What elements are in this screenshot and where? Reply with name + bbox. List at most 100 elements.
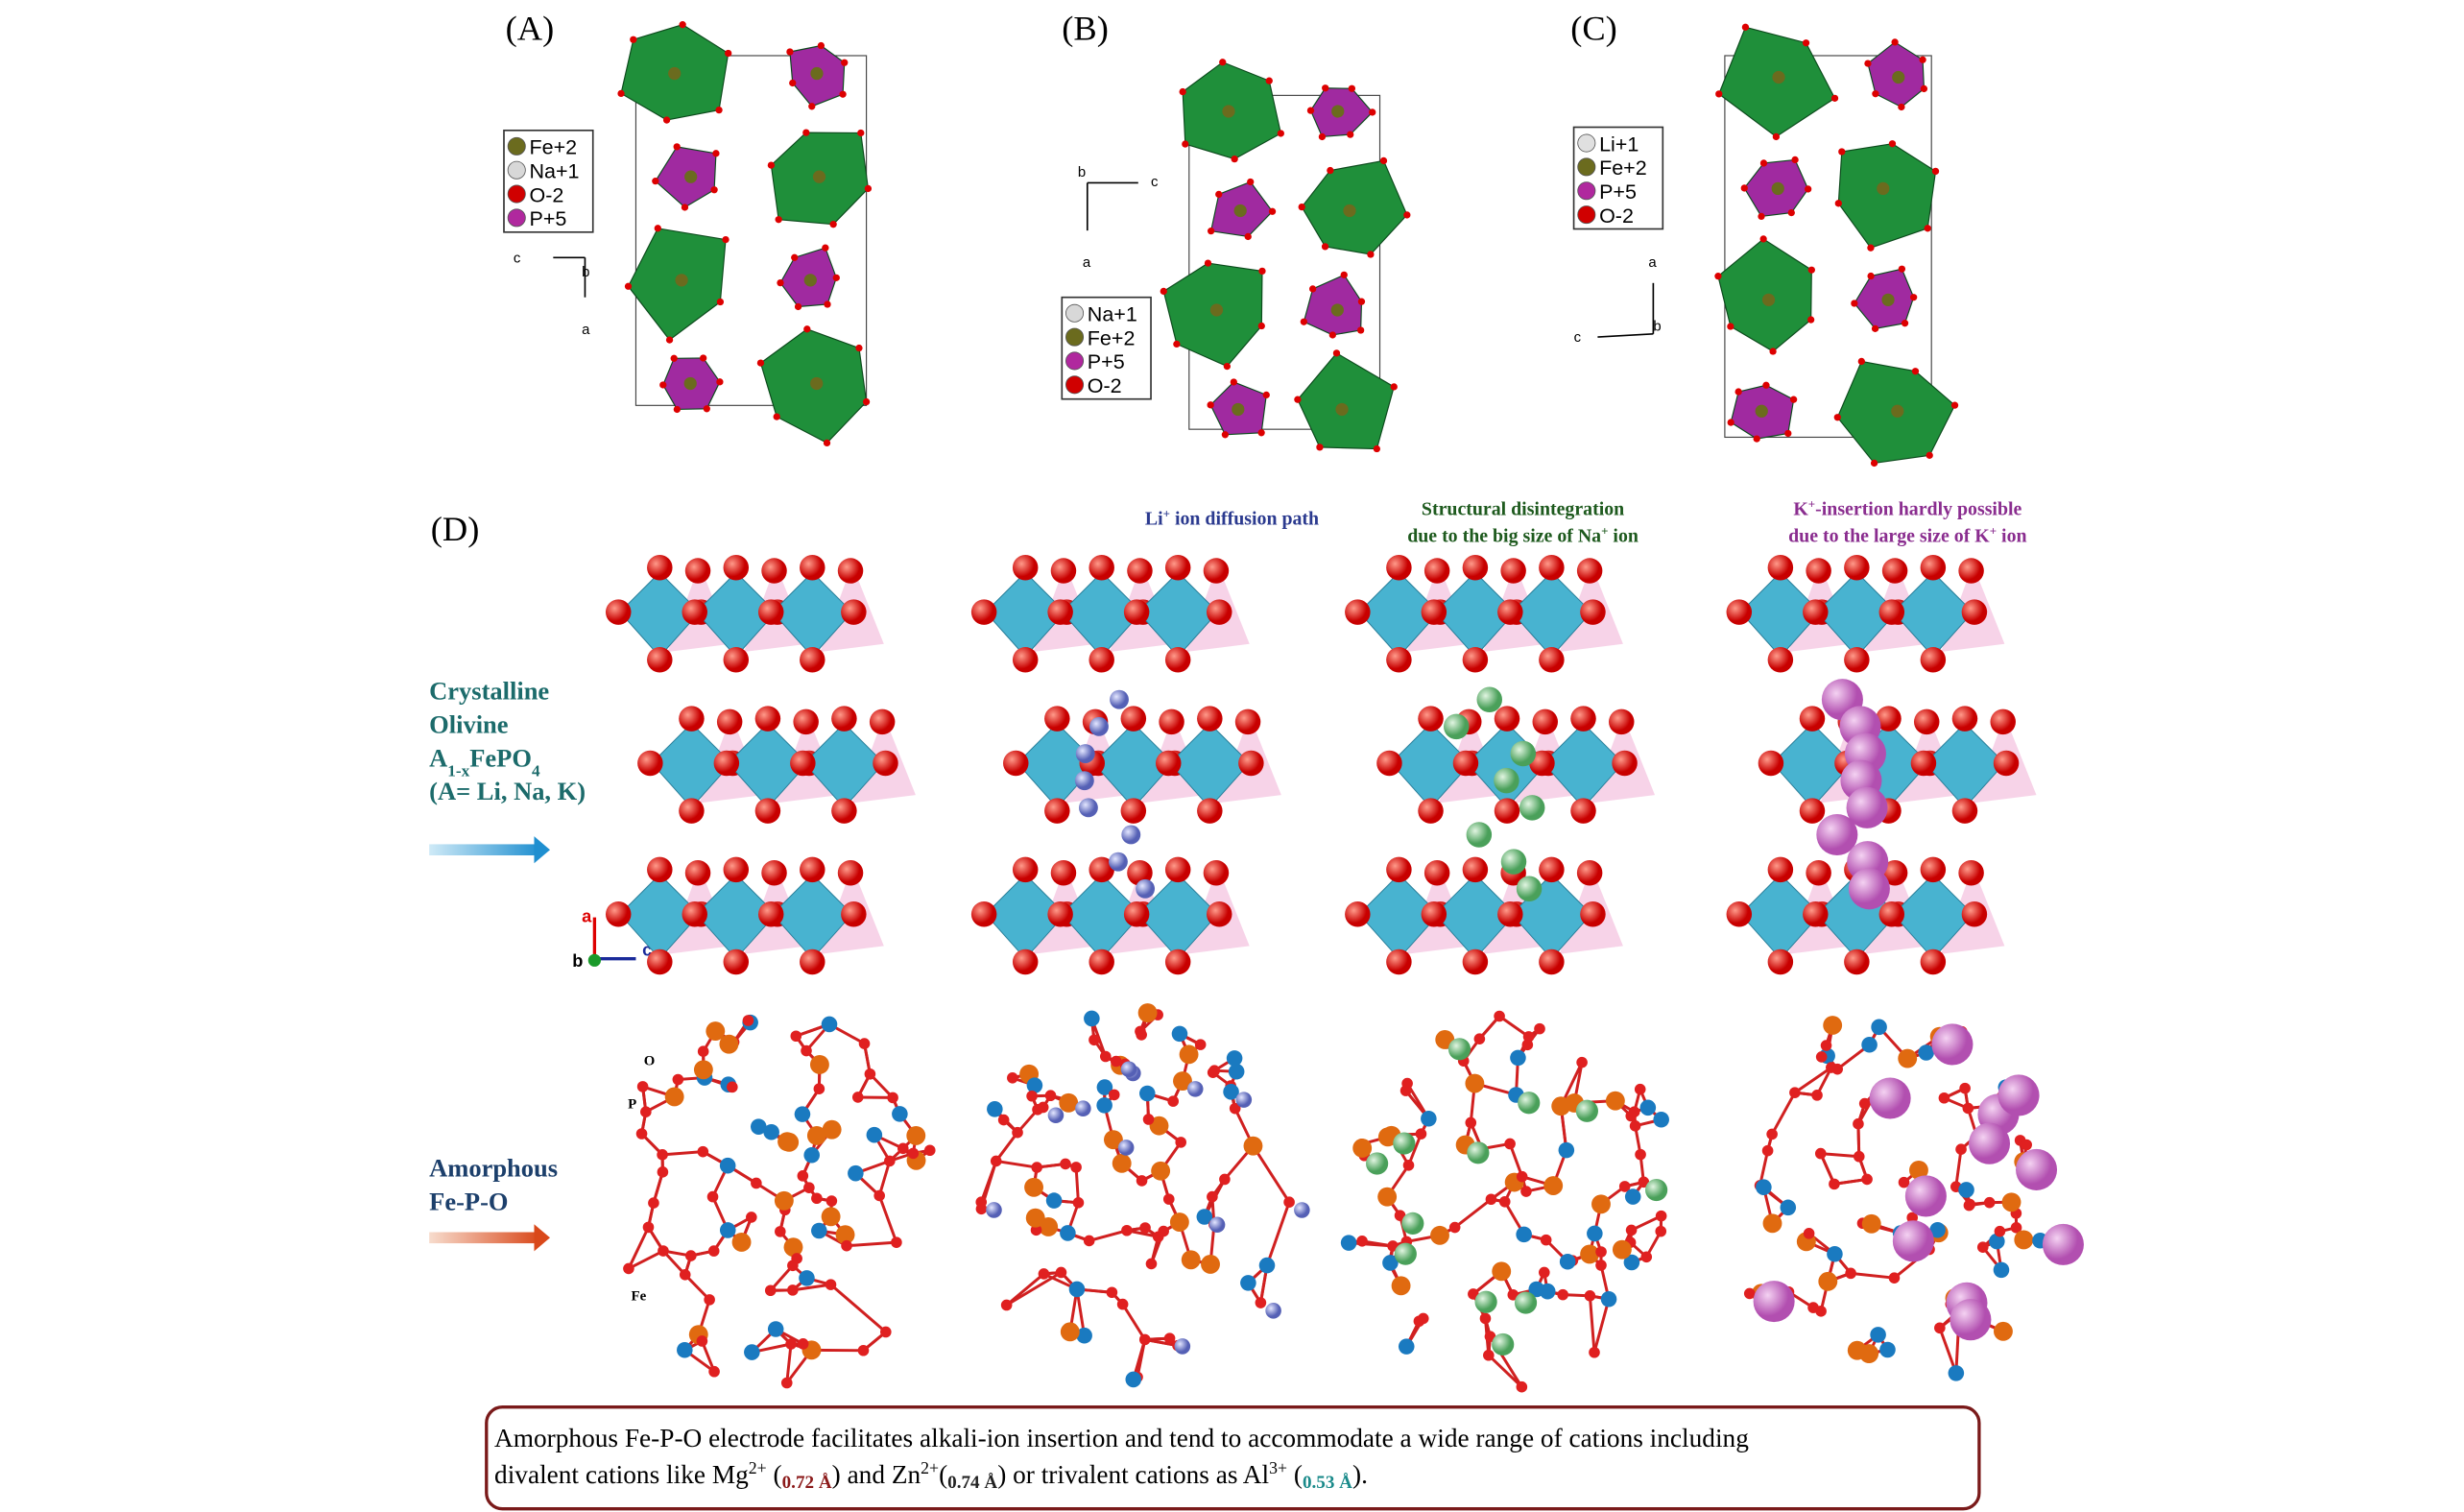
atom [794, 302, 802, 311]
bond [995, 1159, 1038, 1169]
atom [703, 405, 710, 413]
legend-label: Li+1 [1599, 132, 1639, 156]
atom [799, 1270, 815, 1286]
atom [654, 225, 661, 232]
atom [763, 1123, 779, 1140]
atom [1851, 300, 1858, 307]
atom [767, 161, 776, 169]
atom [1012, 948, 1039, 975]
atom [1861, 1036, 1878, 1053]
atom [775, 1226, 786, 1237]
atom [1096, 1097, 1112, 1114]
atom [1814, 1147, 1827, 1160]
bond [1088, 1229, 1128, 1242]
ion [1110, 689, 1129, 709]
atom [1399, 1085, 1412, 1096]
ion [1514, 1291, 1538, 1314]
atom [1247, 178, 1255, 186]
atom [1498, 1195, 1511, 1208]
atom [1207, 228, 1215, 235]
atom [684, 1250, 697, 1261]
atom [1955, 1143, 1967, 1155]
atom [1479, 1312, 1492, 1325]
atom [1112, 1153, 1132, 1173]
atom [1500, 558, 1526, 584]
legend-label: Fe+2 [1088, 326, 1136, 349]
atom [647, 856, 673, 883]
arrow-head [534, 1224, 551, 1252]
atom [1340, 1235, 1357, 1251]
atom [1994, 1321, 2013, 1341]
atom [822, 244, 829, 252]
atom [1823, 1016, 1843, 1035]
atom [640, 1106, 652, 1117]
atom [1806, 859, 1831, 886]
atom [1221, 431, 1230, 439]
atom [1484, 1331, 1496, 1342]
atom [1929, 1221, 1946, 1238]
atom [785, 1338, 797, 1350]
atom [1055, 1266, 1067, 1279]
atom [987, 1101, 1003, 1117]
atom [1262, 391, 1270, 399]
atom [757, 901, 784, 927]
atom [822, 1119, 842, 1140]
atom [1138, 1333, 1151, 1346]
atom [1038, 1268, 1050, 1280]
atom [1473, 1033, 1486, 1044]
atom [713, 750, 740, 777]
text-line: Crystalline [429, 677, 549, 706]
atom [652, 178, 659, 185]
ion [1575, 1099, 1598, 1122]
atom [841, 59, 849, 66]
atom [1497, 901, 1523, 927]
atom [832, 274, 840, 281]
atom [1127, 859, 1153, 886]
atom [1012, 856, 1039, 883]
atom [1462, 948, 1489, 975]
atom [1950, 401, 1959, 409]
atom [1958, 1182, 1974, 1198]
atom [1494, 706, 1520, 732]
atom [1539, 554, 1565, 581]
atom [891, 1236, 902, 1248]
atom [725, 49, 732, 58]
atom [1753, 435, 1760, 443]
atom [866, 1126, 883, 1143]
atom [1331, 105, 1345, 118]
atom [1179, 87, 1186, 96]
atom [790, 1030, 802, 1043]
atom [1871, 324, 1879, 332]
ion [1235, 1092, 1253, 1108]
axis-label: a [1083, 255, 1091, 271]
atom [1807, 266, 1815, 274]
axis-dot [587, 953, 602, 967]
text-run: A [429, 743, 447, 772]
bond [661, 1150, 704, 1157]
atom [683, 376, 697, 391]
atom [1727, 323, 1734, 330]
atom [1026, 1077, 1043, 1093]
atom [1580, 599, 1606, 625]
atom [662, 116, 671, 124]
atom [1244, 232, 1252, 241]
atom [1623, 1254, 1640, 1271]
atom [825, 1195, 838, 1207]
atom [1805, 185, 1812, 193]
text-line: (A= Li, Na, K) [429, 777, 586, 805]
atom [1164, 948, 1191, 975]
ion [1366, 1152, 1389, 1175]
atom [1655, 1210, 1667, 1222]
atom [1639, 1099, 1657, 1116]
atom [1164, 856, 1191, 883]
atom [1612, 1239, 1632, 1260]
ion [1816, 813, 1858, 856]
atom [1802, 39, 1810, 47]
atom [707, 1245, 720, 1257]
axis-label: a [582, 323, 590, 338]
atom [1951, 798, 1978, 824]
atom [1390, 383, 1398, 391]
atom [1624, 1188, 1641, 1205]
caption-box [485, 1405, 1981, 1511]
atom [1308, 285, 1317, 293]
